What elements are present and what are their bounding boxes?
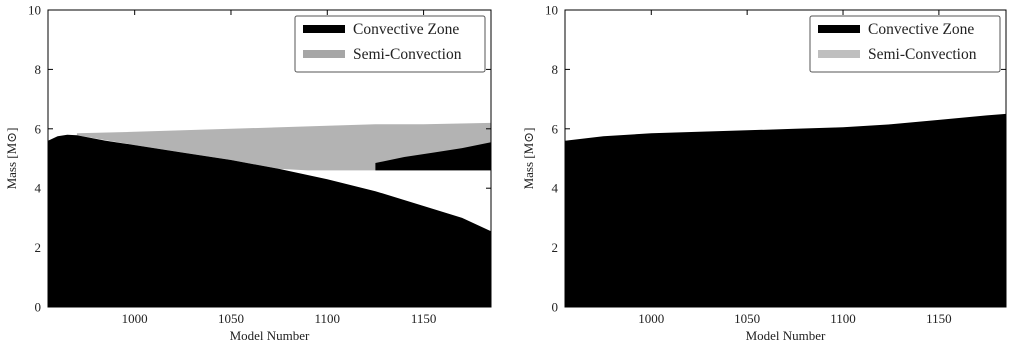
x-tick-label-1050: 1050 xyxy=(218,311,244,326)
x-tick-label-1050: 1050 xyxy=(734,311,760,326)
legend: Convective Zone Semi-Convection xyxy=(809,15,1001,73)
y-tick-label-8: 8 xyxy=(35,62,42,77)
plot-area xyxy=(48,122,491,307)
y-tick-label-10: 10 xyxy=(28,3,41,18)
series-area-semi-convection-wedge xyxy=(76,122,491,171)
series-area-convective-zone-lower-boundary xyxy=(699,151,1006,307)
plot-frame xyxy=(47,9,492,308)
chart-panel-2: 1000 1050 1100 1150 0 2 4 6 8 10 Model Number Mass … xyxy=(521,3,1007,343)
x-tick-label-1000: 1000 xyxy=(638,311,664,326)
y-tick-label-10: 10 xyxy=(545,3,558,18)
x-tick-label-1150: 1150 xyxy=(411,311,437,326)
y-tick-label-6: 6 xyxy=(35,121,42,136)
x-tick-label-1000: 1000 xyxy=(122,311,148,326)
chart-panel-1: 1000 1050 1100 1150 0 2 4 6 8 10 Model Number Mass … xyxy=(4,3,492,343)
y-axis-label: Mass [M⊙] xyxy=(521,128,536,190)
y-tick-label-4: 4 xyxy=(35,181,42,196)
legend-label-1: Convective Zone xyxy=(353,21,459,38)
x-axis-label: Model Number xyxy=(230,328,310,343)
y-tick-label-0: 0 xyxy=(35,300,42,315)
y-tick-label-0: 0 xyxy=(552,300,559,315)
plot-area xyxy=(565,113,1006,307)
series-area-convective-zone-core xyxy=(48,134,491,307)
y-tick-label-8: 8 xyxy=(552,62,559,77)
x-axis-label: Model Number xyxy=(746,328,826,343)
legend-label-2: Semi-Convection xyxy=(353,46,462,63)
legend: Convective Zone Semi-Convection xyxy=(294,15,486,73)
y-axis-label: Mass [M⊙] xyxy=(4,128,19,190)
y-tick-label-6: 6 xyxy=(552,121,559,136)
series-area-convective-zone-shell-blobs xyxy=(375,142,491,171)
plot-frame xyxy=(564,9,1007,308)
legend-label-1: Convective Zone xyxy=(868,21,974,38)
y-tick-label-2: 2 xyxy=(35,240,42,255)
x-tick-label-1150: 1150 xyxy=(926,311,952,326)
series-area-convective-zone-shell-underside xyxy=(747,149,1006,171)
legend-label-2: Semi-Convection xyxy=(868,46,977,63)
x-tick-label-1100: 1100 xyxy=(315,311,341,326)
y-tick-label-4: 4 xyxy=(552,181,559,196)
y-tick-label-2: 2 xyxy=(552,240,559,255)
x-tick-label-1100: 1100 xyxy=(830,311,856,326)
